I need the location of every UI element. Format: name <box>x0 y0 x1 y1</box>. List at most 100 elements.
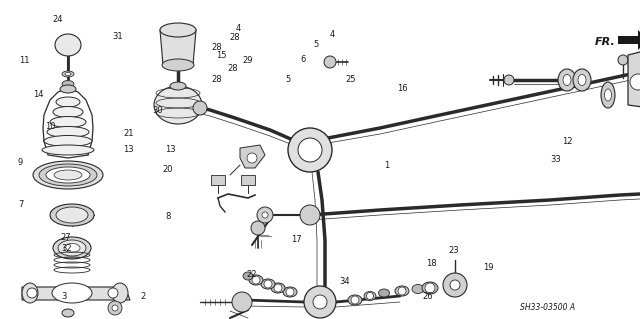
Ellipse shape <box>154 86 202 124</box>
Text: 32: 32 <box>61 244 72 253</box>
Text: 28: 28 <box>211 43 222 52</box>
Text: 28: 28 <box>229 33 240 42</box>
Ellipse shape <box>62 80 74 87</box>
Polygon shape <box>240 145 265 168</box>
Circle shape <box>262 212 268 218</box>
Text: 7: 7 <box>18 200 23 209</box>
Text: 4: 4 <box>236 24 241 33</box>
Circle shape <box>286 288 294 296</box>
Ellipse shape <box>578 75 586 85</box>
Text: 3: 3 <box>61 292 66 301</box>
Circle shape <box>274 284 282 292</box>
Ellipse shape <box>65 72 71 76</box>
Text: 18: 18 <box>426 259 436 268</box>
Ellipse shape <box>53 107 83 117</box>
Ellipse shape <box>162 59 194 71</box>
Polygon shape <box>22 287 130 300</box>
Text: 34: 34 <box>339 277 350 286</box>
Ellipse shape <box>54 170 82 180</box>
Text: 29: 29 <box>242 56 252 65</box>
Text: 10: 10 <box>45 122 55 130</box>
Text: 27: 27 <box>61 233 72 242</box>
Circle shape <box>425 283 435 293</box>
Ellipse shape <box>44 136 92 146</box>
Text: 22: 22 <box>246 270 257 279</box>
Text: 19: 19 <box>483 263 493 272</box>
Text: 26: 26 <box>422 292 433 301</box>
Ellipse shape <box>112 283 128 303</box>
Text: 20: 20 <box>162 165 172 174</box>
Ellipse shape <box>50 204 94 226</box>
Text: 14: 14 <box>33 90 44 99</box>
Text: 25: 25 <box>346 75 356 84</box>
Ellipse shape <box>558 69 576 91</box>
Circle shape <box>193 101 207 115</box>
Ellipse shape <box>563 75 571 85</box>
Ellipse shape <box>58 240 86 256</box>
Circle shape <box>398 287 406 295</box>
Ellipse shape <box>605 89 611 101</box>
Text: 5: 5 <box>314 40 319 48</box>
Circle shape <box>232 292 252 312</box>
Ellipse shape <box>601 82 615 108</box>
Text: 28: 28 <box>227 64 238 73</box>
Circle shape <box>313 295 327 309</box>
Polygon shape <box>211 175 225 185</box>
Ellipse shape <box>60 85 76 93</box>
Ellipse shape <box>170 82 186 90</box>
Ellipse shape <box>348 295 362 305</box>
Text: 17: 17 <box>291 235 302 244</box>
Ellipse shape <box>53 237 91 259</box>
Ellipse shape <box>422 282 438 294</box>
Ellipse shape <box>33 161 103 189</box>
Text: 13: 13 <box>124 145 134 154</box>
Circle shape <box>288 128 332 172</box>
Ellipse shape <box>271 283 285 293</box>
Polygon shape <box>241 175 255 185</box>
Polygon shape <box>160 30 196 65</box>
Ellipse shape <box>56 97 80 107</box>
Text: 23: 23 <box>448 246 459 255</box>
Circle shape <box>108 301 122 315</box>
Circle shape <box>252 276 260 284</box>
Text: 12: 12 <box>562 137 572 146</box>
Text: 8: 8 <box>165 212 170 221</box>
Ellipse shape <box>62 71 74 77</box>
Text: 5: 5 <box>285 75 291 84</box>
Text: 1: 1 <box>384 161 389 170</box>
Text: 28: 28 <box>211 75 222 84</box>
Ellipse shape <box>46 167 90 183</box>
Ellipse shape <box>160 23 196 37</box>
Circle shape <box>324 56 336 68</box>
Polygon shape <box>618 30 640 50</box>
Circle shape <box>251 221 265 235</box>
Text: 16: 16 <box>397 84 408 93</box>
Ellipse shape <box>39 164 97 186</box>
Ellipse shape <box>249 275 263 285</box>
Text: 24: 24 <box>52 15 63 24</box>
Circle shape <box>298 138 322 162</box>
Circle shape <box>504 75 514 85</box>
Text: SH33-03500 A: SH33-03500 A <box>520 303 575 313</box>
Circle shape <box>257 207 273 223</box>
Text: 15: 15 <box>216 51 226 60</box>
Text: 30: 30 <box>152 106 163 115</box>
Text: 11: 11 <box>19 56 29 65</box>
Ellipse shape <box>412 285 424 293</box>
Ellipse shape <box>378 289 390 297</box>
Circle shape <box>27 288 37 298</box>
Ellipse shape <box>62 309 74 317</box>
Text: 9: 9 <box>18 158 23 167</box>
Text: 6: 6 <box>301 56 306 64</box>
Ellipse shape <box>243 272 253 280</box>
Circle shape <box>300 205 320 225</box>
Circle shape <box>443 273 467 297</box>
Ellipse shape <box>42 145 94 155</box>
Circle shape <box>618 55 628 65</box>
Circle shape <box>247 153 257 163</box>
Circle shape <box>304 286 336 318</box>
Text: 2: 2 <box>141 292 146 301</box>
Ellipse shape <box>64 243 80 253</box>
Ellipse shape <box>22 283 38 303</box>
Text: 4: 4 <box>330 30 335 39</box>
